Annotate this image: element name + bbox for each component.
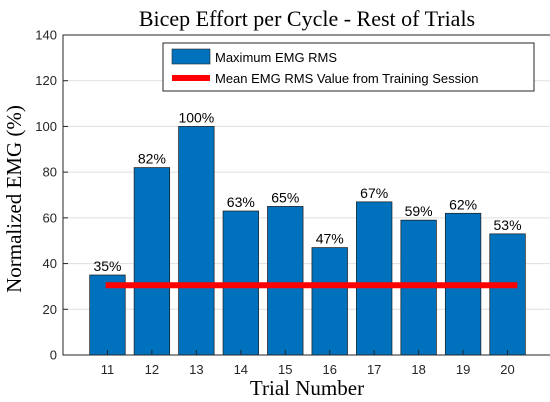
y-tick-label: 60	[43, 210, 57, 225]
x-axis-ticks: 11 12 13 14 15 16 17 18 19 20	[101, 350, 515, 377]
legend-box	[162, 42, 535, 92]
x-tick-label: 16	[322, 362, 336, 377]
y-tick-label: 0	[50, 348, 57, 363]
x-tick-label: 14	[234, 362, 248, 377]
data-labels: 35% 82% 100% 63% 65% 47% 67% 59% 62% 53%	[93, 109, 521, 274]
bar	[489, 233, 526, 356]
y-axis-ticks: 0 20 40 60 80 100 120 140	[35, 28, 68, 363]
x-tick-label: 20	[500, 362, 514, 377]
y-tick-label: 100	[35, 119, 57, 134]
y-tick-label: 20	[43, 302, 57, 317]
data-label: 59%	[405, 203, 433, 219]
x-tick-label: 13	[189, 362, 203, 377]
bar	[133, 167, 171, 356]
x-tick-label: 19	[456, 362, 470, 377]
bar	[267, 206, 304, 356]
x-tick-label: 17	[367, 362, 381, 377]
x-tick-label: 18	[411, 362, 425, 377]
x-tick-label: 11	[101, 362, 115, 377]
y-axis-label: Normalized EMG (%)	[2, 105, 26, 293]
bar	[89, 274, 126, 356]
bar	[311, 247, 348, 356]
x-tick-label: 15	[278, 362, 292, 377]
y-tick-label: 40	[43, 256, 57, 271]
data-label: 65%	[271, 189, 299, 205]
data-label: 62%	[449, 196, 477, 212]
x-axis-label: Trial Number	[250, 376, 364, 400]
chart-title: Bicep Effort per Cycle - Rest of Trials	[139, 6, 475, 31]
legend-label-line: Mean EMG RMS Value from Training Session	[215, 71, 478, 86]
legend-swatch-bar	[171, 48, 211, 65]
y-tick-label: 80	[43, 165, 57, 180]
data-label: 47%	[316, 231, 344, 247]
data-label: 53%	[494, 217, 522, 233]
data-label: 67%	[360, 185, 388, 201]
legend: Maximum EMG RMS Mean EMG RMS Value from …	[162, 42, 535, 92]
axes-frame	[62, 34, 550, 356]
y-tick-label: 120	[35, 73, 57, 88]
y-tick-label: 140	[35, 28, 57, 43]
data-label: 82%	[138, 151, 166, 167]
legend-label-bar: Maximum EMG RMS	[215, 50, 337, 65]
bar	[178, 126, 215, 356]
data-label: 35%	[93, 258, 121, 274]
data-label: 63%	[227, 194, 255, 210]
x-tick-label: 12	[145, 362, 159, 377]
data-label: 100%	[178, 109, 214, 125]
bar	[356, 201, 393, 356]
